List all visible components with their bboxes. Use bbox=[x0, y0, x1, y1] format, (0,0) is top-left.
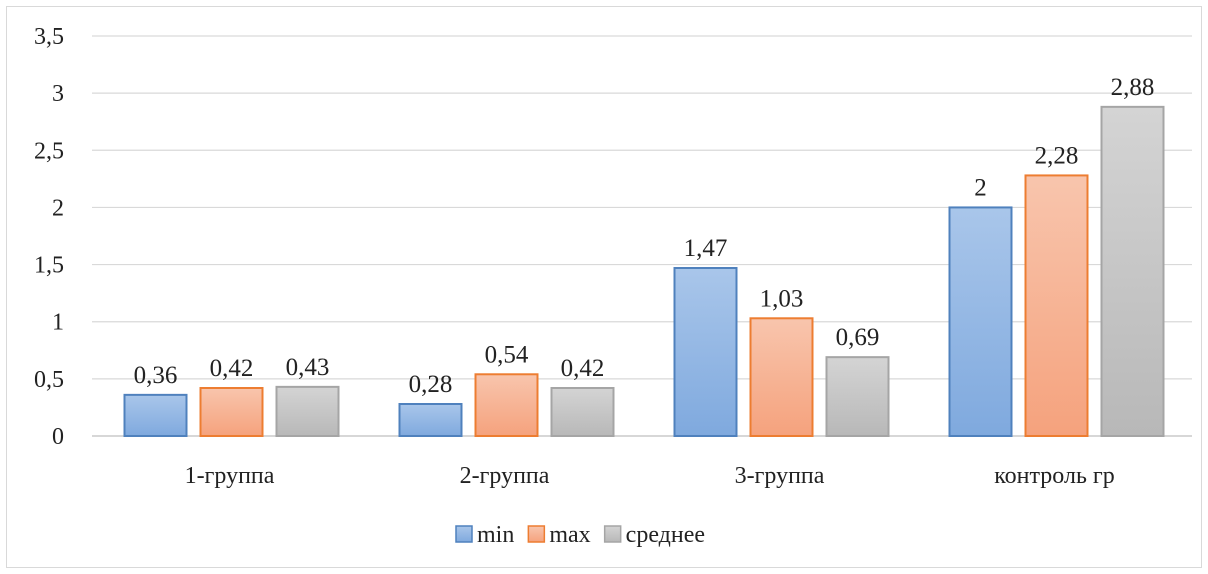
bar-min-3 bbox=[673, 267, 738, 437]
bar-max-3 bbox=[749, 317, 814, 437]
data-label: 1,47 bbox=[684, 235, 728, 262]
y-tick-label: 1,5 bbox=[34, 253, 64, 279]
bar-среднее-4 bbox=[1100, 105, 1165, 437]
data-label: 2,28 bbox=[1035, 142, 1079, 169]
bar-max-1 bbox=[199, 387, 264, 437]
bar-min-1 bbox=[123, 393, 188, 438]
category-label: 3-группа bbox=[735, 463, 825, 489]
legend-label: min bbox=[477, 522, 514, 548]
y-tick-label: 2 bbox=[52, 195, 64, 221]
bar-среднее-1 bbox=[275, 385, 340, 438]
category-label: 2-группа bbox=[460, 463, 550, 489]
data-label: 0,28 bbox=[409, 371, 453, 398]
legend-swatch-max bbox=[527, 525, 546, 543]
bar-max-2 bbox=[474, 373, 539, 437]
legend-swatch-min bbox=[455, 525, 473, 543]
x-axis-category-labels: 1-группа 2-группа 3-группа контроль гр bbox=[185, 463, 1115, 489]
data-label: 0,42 bbox=[210, 355, 254, 382]
category-label: 1-группа bbox=[185, 463, 275, 489]
data-label: 0,69 bbox=[836, 324, 880, 351]
data-label: 2 bbox=[974, 174, 987, 201]
data-label: 0,43 bbox=[286, 354, 330, 381]
legend-swatch-среднее bbox=[603, 525, 622, 543]
bar-min-4 bbox=[948, 206, 1013, 437]
data-label: 0,36 bbox=[134, 362, 178, 389]
data-label: 2,88 bbox=[1111, 74, 1155, 101]
y-tick-label: 1 bbox=[52, 310, 64, 336]
bars bbox=[123, 105, 1165, 438]
y-tick-label: 3 bbox=[52, 81, 64, 107]
data-label: 0,54 bbox=[485, 341, 529, 368]
category-label: контроль гр bbox=[994, 463, 1115, 489]
bar-min-2 bbox=[398, 403, 463, 437]
y-tick-label: 0 bbox=[52, 424, 64, 450]
data-label: 1,03 bbox=[760, 285, 804, 312]
bar-max-4 bbox=[1024, 174, 1089, 438]
bar-среднее-3 bbox=[825, 356, 890, 437]
legend-label: max bbox=[549, 522, 590, 548]
legend-label: среднее bbox=[626, 522, 705, 548]
y-tick-label: 3,5 bbox=[34, 24, 64, 50]
y-axis-tick-labels: 0 0,5 1 1,5 2 2,5 3 3,5 bbox=[34, 24, 64, 450]
bar-среднее-2 bbox=[550, 387, 615, 437]
legend: min max среднее bbox=[455, 522, 705, 548]
data-labels: 0,36 0,42 0,43 0,28 0,54 0,42 1,47 1,03 0,69 2 2,2… bbox=[134, 74, 1155, 398]
data-label: 0,42 bbox=[561, 355, 605, 382]
y-tick-label: 2,5 bbox=[34, 138, 64, 164]
y-tick-label: 0,5 bbox=[34, 367, 64, 393]
